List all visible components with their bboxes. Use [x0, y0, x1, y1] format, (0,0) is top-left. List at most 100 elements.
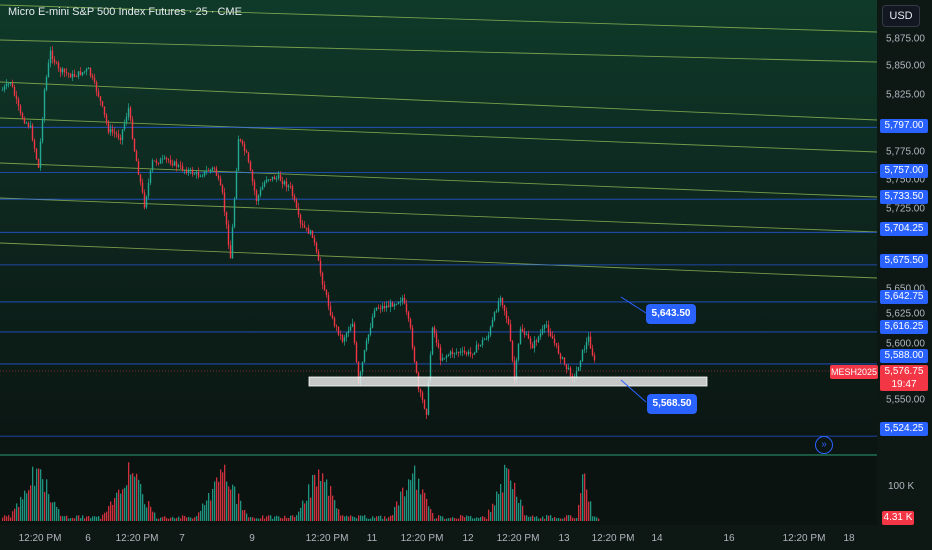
- support-zone-box[interactable]: [308, 376, 708, 387]
- candle-body: [29, 125, 32, 128]
- level-price-tag[interactable]: 5,797.00: [880, 119, 928, 133]
- chart-title[interactable]: Micro E-mini S&P 500 Index Futures · 25 …: [8, 6, 242, 18]
- candle-body: [323, 284, 326, 291]
- double-chevron-right-icon[interactable]: »: [815, 436, 833, 454]
- candle-body: [329, 306, 332, 316]
- candle-body: [499, 297, 502, 302]
- candle-body: [453, 353, 456, 355]
- volume-bar: [234, 486, 236, 521]
- candle-body: [509, 324, 512, 341]
- volume-bar: [342, 515, 344, 521]
- price-label: 5,650.00: [886, 283, 925, 295]
- candle-body: [211, 167, 214, 170]
- candle-body: [387, 305, 390, 308]
- volume-bar: [124, 487, 126, 521]
- candle-body: [301, 223, 304, 226]
- candle-body: [411, 327, 414, 348]
- candle-body: [345, 333, 348, 338]
- level-price-tag[interactable]: 5,642.75: [880, 290, 928, 304]
- candle-body: [501, 297, 504, 305]
- volume-bar: [524, 515, 526, 521]
- volume-bar: [400, 491, 402, 521]
- candle-body: [463, 350, 466, 353]
- candle-body: [163, 157, 166, 159]
- candle-body: [49, 50, 52, 64]
- volume-bar: [300, 507, 302, 521]
- volume-bar: [546, 515, 548, 521]
- volume-bar: [442, 516, 444, 521]
- volume-bar: [154, 512, 156, 521]
- candle-body: [199, 176, 202, 178]
- volume-bar: [432, 512, 434, 521]
- volume-bar: [16, 503, 18, 521]
- candle-body: [107, 122, 110, 133]
- candle-body: [205, 170, 208, 172]
- candle-body: [539, 333, 542, 337]
- callout-lower[interactable]: 5,568.50: [647, 394, 697, 414]
- volume-bar: [286, 517, 288, 521]
- candle-body: [19, 106, 22, 114]
- callout-upper[interactable]: 5,643.50: [646, 304, 696, 324]
- candle-body: [129, 107, 132, 120]
- volume-bar: [352, 516, 354, 521]
- level-price-tag[interactable]: 5,588.00: [880, 349, 928, 363]
- time-label: 6: [85, 533, 91, 544]
- volume-bar: [236, 503, 238, 521]
- time-label: 12:20 PM: [305, 533, 349, 544]
- price-scale[interactable]: [877, 0, 932, 550]
- currency-button[interactable]: USD: [882, 5, 920, 27]
- volume-bar: [458, 518, 460, 521]
- level-price-tag[interactable]: 5,675.50: [880, 254, 928, 268]
- volume-bar: [34, 485, 36, 521]
- candle-body: [503, 304, 506, 312]
- time-label: 12:20 PM: [400, 533, 444, 544]
- volume-bar: [348, 516, 350, 521]
- volume-bar: [72, 517, 74, 521]
- volume-bar: [578, 504, 580, 521]
- volume-bar: [422, 489, 424, 521]
- candle-body: [23, 118, 26, 124]
- candle-body: [51, 50, 54, 60]
- volume-bar: [64, 516, 66, 521]
- volume-bar: [218, 481, 220, 521]
- level-price-tag[interactable]: 5,733.50: [880, 190, 928, 204]
- candle-body: [475, 344, 478, 353]
- candle-body: [27, 123, 30, 128]
- candle-body: [155, 160, 158, 163]
- volume-bar: [168, 518, 170, 521]
- volume-bar: [164, 516, 166, 521]
- time-label: 16: [723, 533, 735, 544]
- volume-bar: [370, 518, 372, 521]
- candle-body: [561, 357, 564, 359]
- level-price-tag[interactable]: 5,524.25: [880, 422, 928, 436]
- volume-bar: [74, 518, 76, 521]
- level-price-tag[interactable]: 5,704.25: [880, 222, 928, 236]
- volume-bar: [46, 479, 48, 521]
- candle-body: [193, 174, 196, 175]
- volume-bar: [384, 516, 386, 521]
- candle-body: [221, 185, 224, 193]
- candle-body: [87, 67, 90, 70]
- candle-body: [513, 360, 516, 381]
- volume-bar: [266, 516, 268, 521]
- volume-bar: [584, 473, 586, 521]
- volume-bar: [566, 515, 568, 521]
- volume-bar: [420, 494, 422, 521]
- volume-bar: [418, 478, 420, 521]
- volume-bar: [12, 511, 14, 521]
- candle-body: [443, 357, 446, 359]
- volume-bar: [412, 473, 414, 521]
- candle-body: [37, 158, 40, 168]
- volume-bar: [240, 500, 242, 521]
- volume-bar: [150, 506, 152, 521]
- candle-body: [569, 367, 572, 376]
- candle-body: [289, 185, 292, 187]
- level-price-tag[interactable]: 5,616.25: [880, 320, 928, 334]
- volume-bar: [518, 503, 520, 521]
- candle-body: [409, 319, 412, 328]
- volume-bar: [184, 515, 186, 521]
- volume-bar: [76, 515, 78, 521]
- level-price-tag[interactable]: 5,757.00: [880, 164, 928, 178]
- candle-body: [557, 345, 560, 354]
